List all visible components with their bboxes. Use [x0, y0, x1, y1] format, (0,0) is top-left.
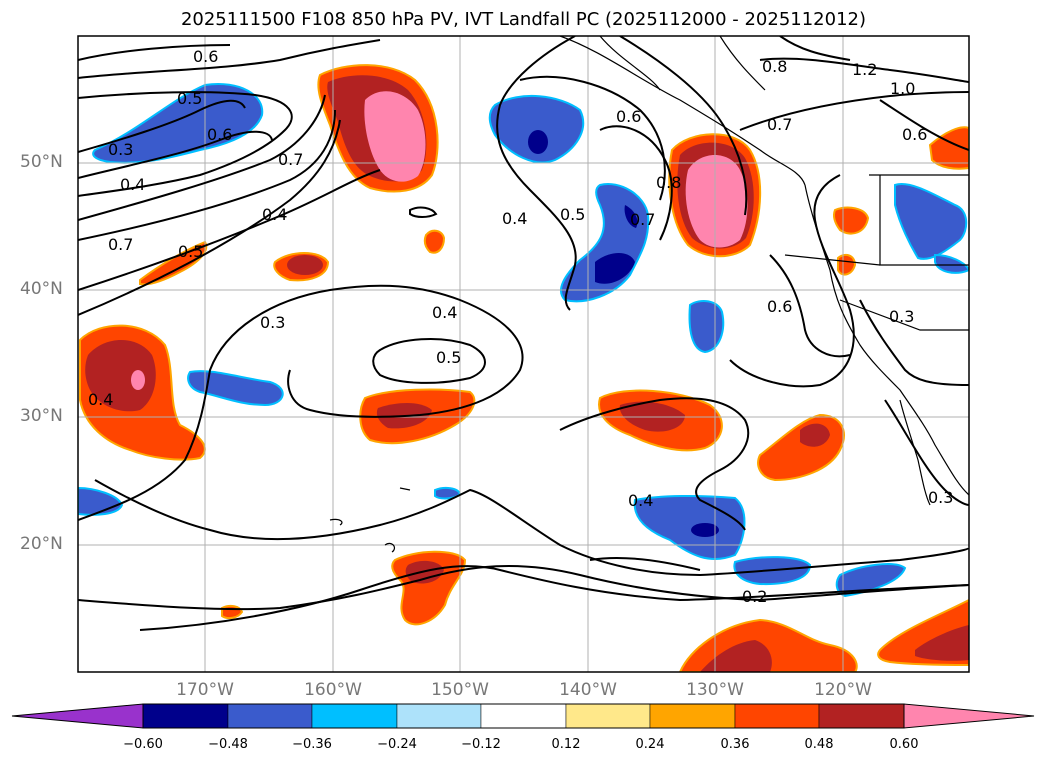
colorbar-segment [311, 703, 398, 729]
contour-label: 0.2 [742, 587, 767, 606]
contour-label: 0.8 [762, 57, 787, 76]
colorbar-tick: 0.24 [635, 737, 665, 752]
contour-label: 0.8 [656, 173, 681, 192]
neg-region-s3 [835, 563, 907, 598]
contour-label: 0.3 [108, 140, 133, 159]
lon-label-140w: 140°W [559, 680, 617, 700]
coastlines [329, 36, 969, 553]
lon-label-120w: 120°W [814, 680, 872, 700]
lon-label-170w: 170°W [176, 680, 234, 700]
colorbar-segment [649, 703, 736, 729]
contour-labels: 0.6 0.5 0.6 0.3 0.4 0.7 0.7 0.4 0.5 0.3 … [88, 47, 953, 606]
neg-region-c [688, 299, 725, 354]
contour-label: 0.3 [260, 313, 285, 332]
contour-label: 0.6 [902, 125, 927, 144]
colorbar-segment [480, 703, 567, 729]
contour-label: 0.3 [928, 488, 953, 507]
pv-contours [78, 36, 969, 631]
contour-label: 0.5 [436, 348, 461, 367]
colorbar-segment [565, 703, 651, 729]
contour-label: 0.4 [628, 491, 653, 510]
contour-label: 0.5 [178, 242, 203, 261]
colorbar-segment [396, 703, 482, 729]
colorbar-tick: −0.48 [208, 737, 248, 752]
lat-label-30: 30°N [20, 406, 63, 426]
neg-region-w [187, 370, 284, 407]
colorbar-segment [227, 703, 313, 729]
contour-label: 0.6 [767, 297, 792, 316]
colorbar [11, 703, 1035, 729]
map-title: 2025111500 F108 850 hPa PV, IVT Landfall… [180, 9, 867, 30]
contour-label: 0.6 [616, 107, 641, 126]
lat-label-50: 50°N [20, 152, 63, 172]
contour-label: 0.4 [432, 303, 457, 322]
contour-label: 0.4 [262, 205, 287, 224]
contour-label: 1.0 [890, 79, 915, 98]
contour-label: 0.6 [207, 125, 232, 144]
colorbar-tick: 0.12 [551, 737, 581, 752]
colorbar-tick: 0.48 [804, 737, 834, 752]
neg-region-inland [894, 183, 968, 260]
lon-label-150w: 150°W [431, 680, 489, 700]
contour-label: 0.7 [630, 210, 655, 229]
colorbar-segment [818, 703, 905, 729]
neg-region-nw [92, 83, 264, 164]
colorbar-tick: −0.12 [461, 737, 501, 752]
contour-label: 0.4 [88, 390, 113, 409]
contour-label: 0.5 [177, 89, 202, 108]
plot-area: 0.6 0.5 0.6 0.3 0.4 0.7 0.7 0.4 0.5 0.3 … [78, 36, 969, 672]
contour-label: 0.7 [108, 235, 133, 254]
contour-label: 0.3 [889, 307, 914, 326]
colorbar-segment [142, 703, 229, 729]
contour-label: 0.7 [767, 115, 792, 134]
lat-label-40: 40°N [20, 279, 63, 299]
colorbar-arrow-left [11, 703, 144, 729]
contour-label: 0.4 [502, 209, 527, 228]
contour-label: 1.2 [852, 60, 877, 79]
colorbar-tick: −0.24 [377, 737, 417, 752]
contour-label: 0.7 [278, 150, 303, 169]
plot-frame [77, 35, 970, 673]
contour-label: 0.6 [193, 47, 218, 66]
colorbar-segment [734, 703, 820, 729]
colorbar-tick: −0.60 [123, 737, 163, 752]
colorbar-tick: −0.36 [292, 737, 332, 752]
contour-label: 0.4 [120, 175, 145, 194]
lon-label-130w: 130°W [686, 680, 744, 700]
contour-label: 0.5 [560, 205, 585, 224]
neg-region-n1 [488, 94, 585, 164]
lat-label-20: 20°N [20, 534, 63, 554]
pos-region-c3 [757, 413, 845, 482]
colorbar-arrow-right [903, 703, 1035, 729]
colorbar-tick: 0.60 [889, 737, 919, 752]
neg-region-s1 [633, 494, 746, 560]
lon-label-160w: 160°W [304, 680, 362, 700]
colorbar-tick: 0.36 [720, 737, 750, 752]
fill-regions [78, 64, 969, 672]
